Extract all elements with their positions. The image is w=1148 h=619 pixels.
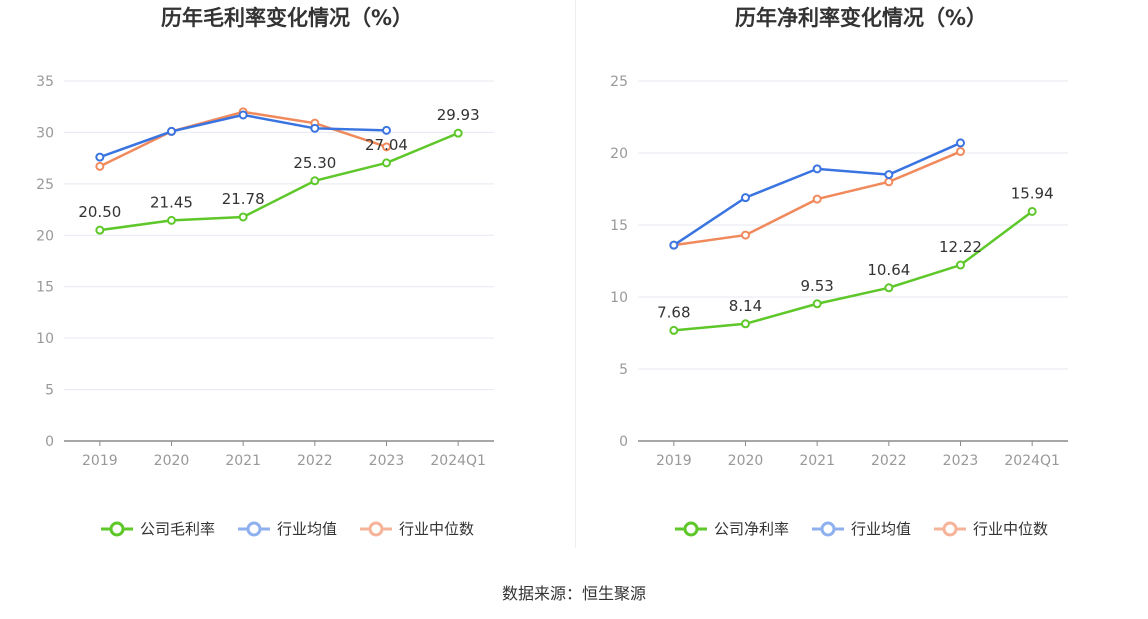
data-point [741,230,750,240]
x-tick-label: 2021 [225,453,261,469]
x-tick-label: 2022 [297,453,333,469]
x-tick-label: 2019 [82,453,118,469]
data-label: 27.04 [365,136,408,154]
gross-margin-chart: 历年毛利率变化情况（%） 0 5 10 15 20 25 30 35 2019 2020 2021 2… [0,0,574,560]
legend-label: 行业中位数 [973,520,1049,538]
y-tick-label: 25 [610,74,628,90]
x-tick-label: 2020 [728,453,764,469]
data-point [382,142,391,152]
data-point [812,299,822,309]
x-tick-label: 2020 [154,453,190,469]
data-label: 10.64 [867,261,910,279]
y-tick-label: 25 [36,177,54,193]
data-label: 25.30 [293,154,336,172]
series-line [673,210,1033,332]
data-point [884,170,894,180]
legend-label: 行业均值 [850,520,911,538]
legend-label: 公司净利率 [713,520,789,538]
legend-marker-icon [360,521,392,536]
data-point [95,161,105,171]
data-point [95,225,105,235]
y-tick-label: 5 [619,362,628,378]
legend-marker-icon [811,521,844,536]
legend-item-company[interactable]: 公司毛利率 [100,518,215,539]
legend-marker-icon [100,521,133,536]
data-label: 12.22 [939,238,982,256]
y-tick-label: 0 [619,434,628,450]
y-tick-label: 10 [36,331,54,347]
data-point [812,194,822,204]
data-label: 9.53 [800,277,833,295]
legend-item-industry-mean[interactable]: 行业均值 [811,518,911,539]
y-tick-label: 10 [610,290,628,306]
legend-item-industry-mean[interactable]: 行业均值 [237,518,337,539]
legend-label: 行业均值 [276,520,337,538]
legend-item-company[interactable]: 公司净利率 [674,518,789,539]
series-line [99,110,387,168]
legend-marker-icon [934,521,966,536]
legend-marker-icon [674,521,707,536]
data-point [238,110,248,120]
data-point [167,215,176,225]
x-tick-label: 2024Q1 [1004,453,1060,469]
legend-item-industry-median[interactable]: 行业中位数 [933,518,1048,539]
y-tick-label: 30 [36,125,54,141]
data-point [669,240,679,250]
x-tick-label: 2024Q1 [430,453,486,469]
y-tick-label: 35 [36,74,54,90]
data-point [741,193,750,203]
data-point [884,177,894,187]
net-margin-chart: 历年净利率变化情况（%） 0 5 10 15 20 25 2019 2020 2021 2022 2… [574,0,1148,560]
data-label: 7.68 [657,303,690,321]
legend-label: 公司毛利率 [139,520,215,538]
data-label: 8.14 [729,297,762,315]
x-tick-label: 2023 [943,453,979,469]
x-tick-label: 2021 [799,453,835,469]
legend-item-industry-median[interactable]: 行业中位数 [359,518,474,539]
data-point [382,158,391,168]
data-point [310,123,320,133]
y-tick-label: 5 [45,383,54,399]
y-tick-label: 20 [610,146,628,162]
y-tick-label: 20 [36,228,54,244]
data-point [741,319,750,329]
data-label: 21.45 [150,193,193,211]
chart-title: 历年净利率变化情况（%） [734,6,988,30]
data-point [669,325,679,335]
chart-title: 历年毛利率变化情况（%） [160,6,414,30]
y-tick-label: 0 [45,434,54,450]
data-point [884,283,894,293]
data-point [956,147,965,157]
data-point [453,128,463,138]
panel-divider [575,0,576,548]
chart-plot-area: 0 5 10 15 20 25 2019 2020 2021 2022 2023 2024Q1 7.68… [610,74,1068,469]
series-line [99,131,459,232]
series-line [99,113,387,159]
series-line [673,141,962,247]
chart-plot-area: 0 5 10 15 20 25 30 35 2019 2020 2021 2022 2023 2024Q1… [36,74,494,469]
data-point [238,212,248,222]
data-source-note: 数据来源：恒生聚源 [501,584,646,603]
data-point [167,126,176,136]
chart-legend: 公司毛利率 行业均值 行业中位数 [0,518,574,539]
data-point [956,260,965,270]
data-point [382,125,391,135]
data-point [310,176,320,186]
x-tick-label: 2023 [369,453,405,469]
legend-label: 行业中位数 [399,520,475,538]
chart-legend: 公司净利率 行业均值 行业中位数 [574,518,1148,539]
data-point [1027,206,1037,216]
legend-marker-icon [237,521,270,536]
data-label: 21.78 [222,190,265,208]
data-label: 29.93 [437,106,480,124]
y-tick-label: 15 [610,218,628,234]
x-tick-label: 2022 [871,453,907,469]
data-label: 20.50 [78,203,121,221]
data-label: 15.94 [1011,184,1054,202]
x-tick-label: 2019 [656,453,692,469]
data-point [95,152,105,162]
data-point [812,164,822,174]
y-tick-label: 15 [36,280,54,296]
data-point [956,138,965,148]
